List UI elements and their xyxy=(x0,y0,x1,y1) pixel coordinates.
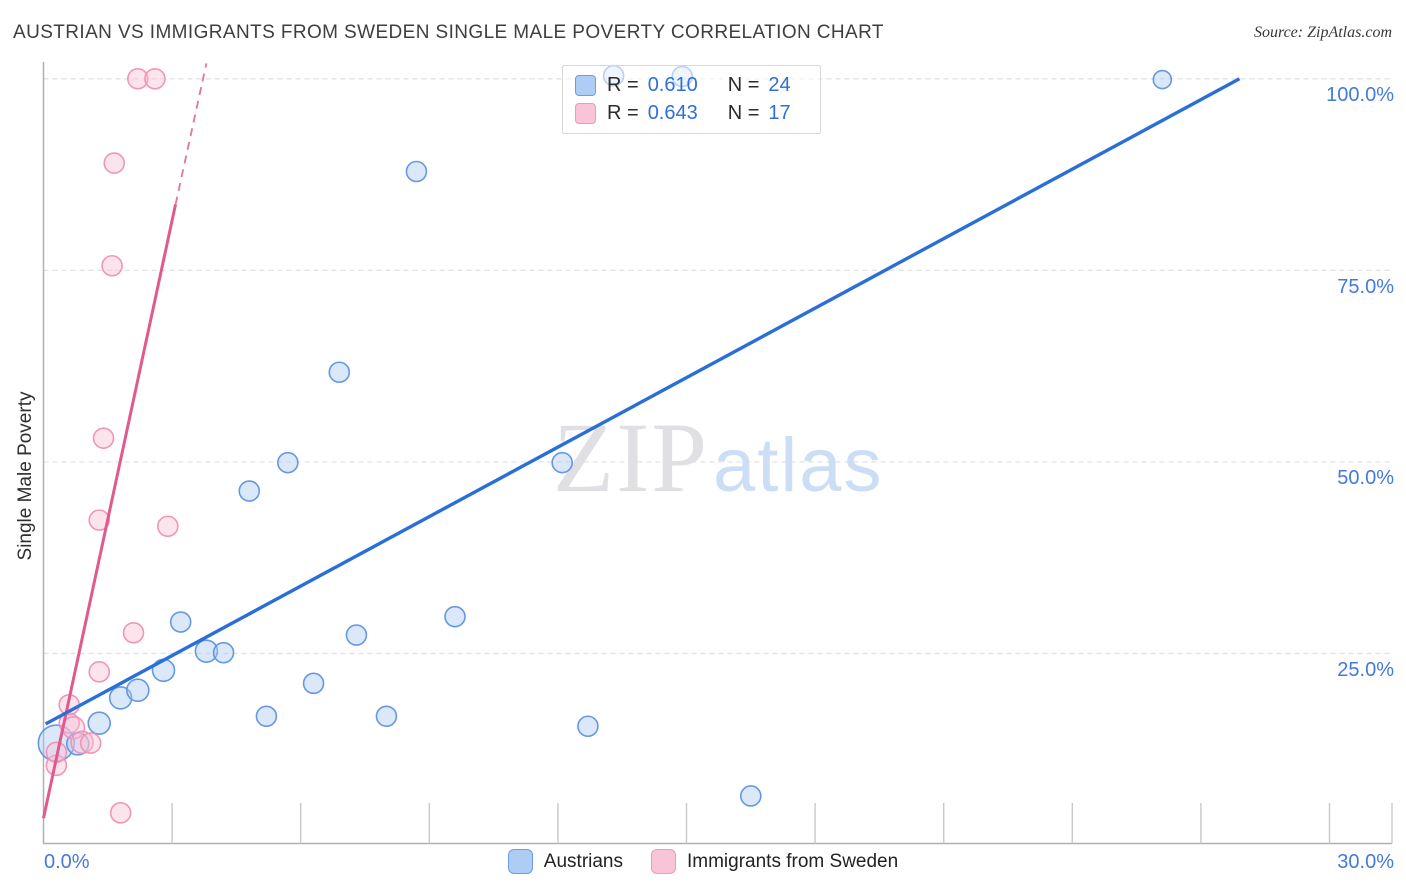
point-austrians xyxy=(551,451,573,474)
point-austrians xyxy=(212,641,235,664)
point-austrians xyxy=(255,705,278,728)
r-label: R = xyxy=(607,74,639,96)
point-austrians xyxy=(277,451,299,474)
point-austrians xyxy=(405,160,428,183)
point-sweden xyxy=(88,661,111,683)
point-sweden xyxy=(88,509,111,531)
point-sweden xyxy=(122,621,145,644)
n-value-austrians: 24 xyxy=(768,74,791,96)
point-austrians xyxy=(169,611,192,633)
point-sweden xyxy=(109,802,132,824)
y-tick-label-100: 100.0% xyxy=(1326,84,1394,106)
n-value-sweden: 17 xyxy=(768,102,791,124)
n-label: N = xyxy=(727,74,760,96)
point-austrians xyxy=(375,705,398,728)
point-austrians xyxy=(740,785,762,807)
legend-item-sweden: Immigrants from Sweden xyxy=(651,849,898,874)
point-austrians xyxy=(126,678,150,703)
point-austrians xyxy=(1152,69,1173,90)
y-axis-title: Single Male Poverty xyxy=(15,391,36,561)
austrians-swatch-icon xyxy=(575,75,596,96)
page-title: AUSTRIAN VS IMMIGRANTS FROM SWEDEN SINGL… xyxy=(13,22,884,43)
watermark: ZIPatlas xyxy=(553,402,884,513)
point-austrians xyxy=(577,715,599,738)
point-austrians xyxy=(108,686,133,710)
sweden-swatch-icon xyxy=(575,103,596,124)
point-austrians xyxy=(194,639,219,663)
point-austrians xyxy=(328,361,351,384)
austrians-swatch-icon xyxy=(507,849,533,874)
n-label: N = xyxy=(727,102,760,124)
r-value-austrians: 0.610 xyxy=(647,74,698,96)
point-austrians xyxy=(345,624,368,646)
point-sweden xyxy=(79,732,102,754)
r-label: R = xyxy=(607,102,639,124)
austrians-trendline xyxy=(44,77,1241,726)
r-value-sweden: 0.643 xyxy=(647,102,698,124)
sweden-trendline-extension xyxy=(174,63,208,205)
legend-row-austrians: R = 0.610 N = 24 xyxy=(575,74,802,97)
y-tick-label-50: 50.0% xyxy=(1337,467,1394,489)
sweden-swatch-icon xyxy=(651,849,676,874)
y-tick-label-75: 75.0% xyxy=(1337,276,1394,298)
sweden-trendline xyxy=(42,204,177,819)
point-sweden xyxy=(92,427,115,449)
correlation-legend-box: R = 0.610 N = 24 R = 0.643 N = 17 xyxy=(562,65,822,134)
point-sweden xyxy=(103,152,126,174)
point-sweden xyxy=(70,730,94,755)
point-austrians xyxy=(87,711,112,735)
point-sweden xyxy=(101,254,123,277)
legend-label-sweden: Immigrants from Sweden xyxy=(687,850,899,872)
legend-row-sweden: R = 0.643 N = 17 xyxy=(575,102,802,125)
legend-item-austrians: Austrians xyxy=(507,849,623,874)
x-tick-label-max: 30.0% xyxy=(1337,851,1394,873)
point-austrians xyxy=(238,480,261,502)
legend-label-austrians: Austrians xyxy=(543,850,623,872)
point-austrians xyxy=(444,605,466,628)
point-sweden xyxy=(144,68,166,90)
point-sweden xyxy=(127,68,149,90)
source-link: Source: ZipAtlas.com xyxy=(1253,24,1392,41)
point-sweden xyxy=(157,515,179,538)
y-tick-label-25: 25.0% xyxy=(1337,659,1394,681)
x-tick-label-min: 0.0% xyxy=(44,851,90,873)
point-austrians xyxy=(302,672,325,695)
series-legend: Austrians Immigrants from Sweden xyxy=(0,849,1406,874)
